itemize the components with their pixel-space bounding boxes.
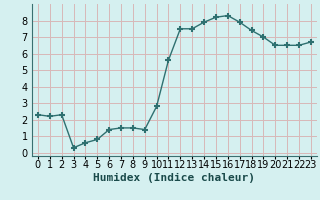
X-axis label: Humidex (Indice chaleur): Humidex (Indice chaleur) <box>93 173 255 183</box>
